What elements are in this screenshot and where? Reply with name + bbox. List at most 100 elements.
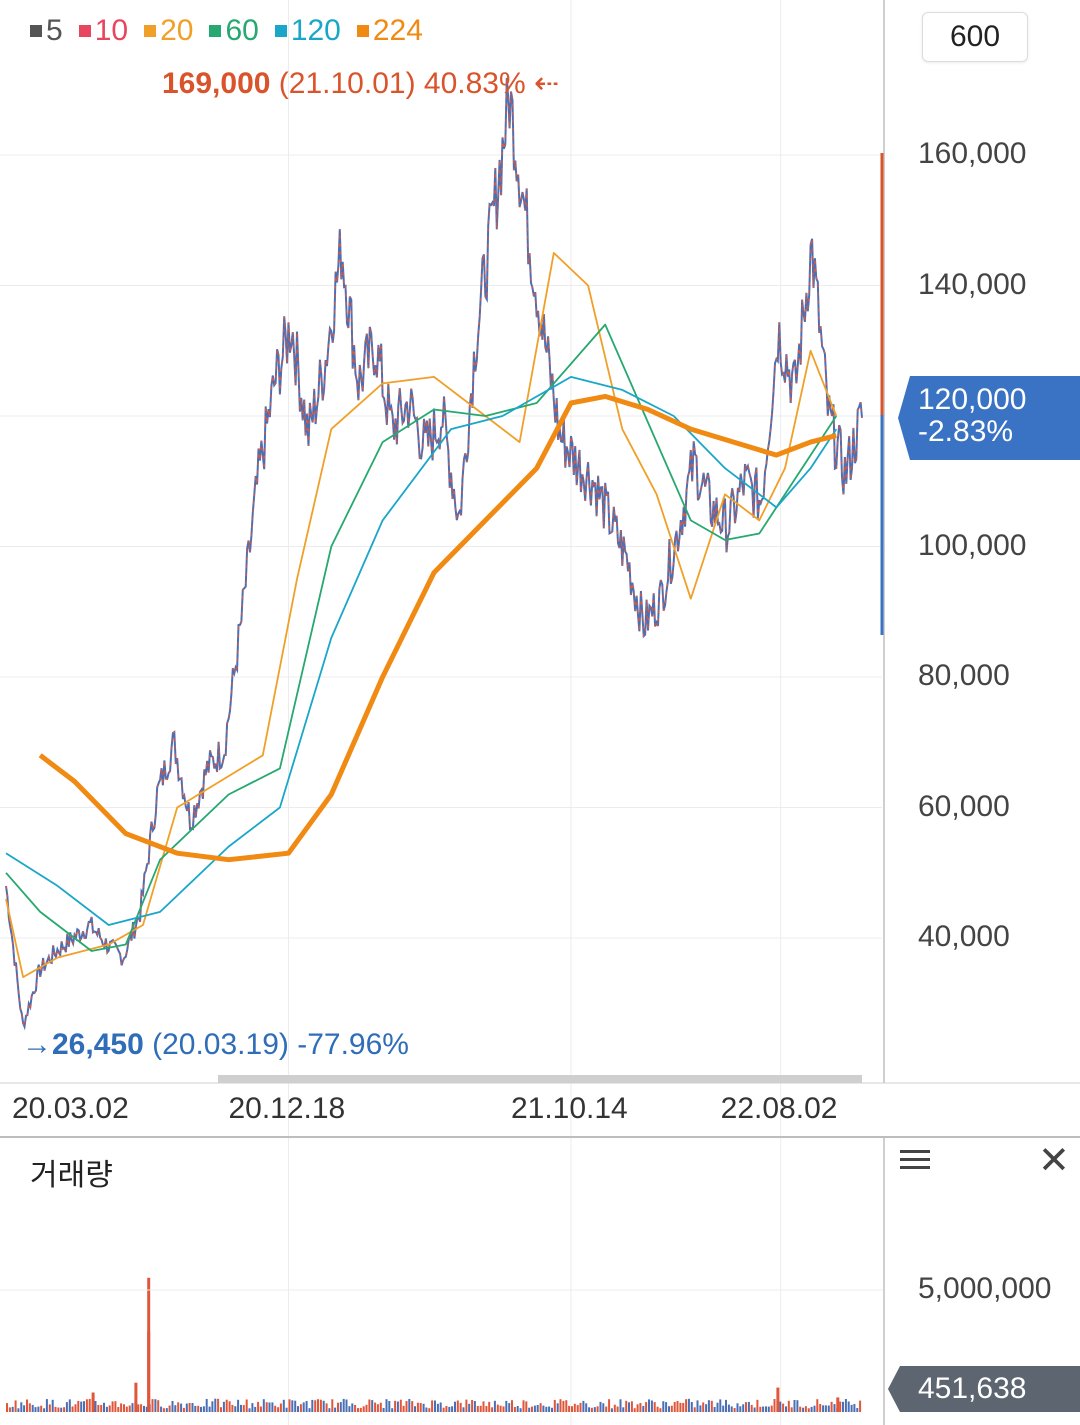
volume-bar bbox=[676, 1401, 679, 1412]
volume-bar bbox=[650, 1400, 653, 1412]
volume-bar bbox=[842, 1401, 844, 1412]
legend-label: 5 bbox=[46, 14, 63, 47]
volume-bar bbox=[485, 1406, 488, 1412]
scroll-thumb[interactable] bbox=[218, 1075, 862, 1083]
volume-spike bbox=[147, 1331, 151, 1412]
volume-bar bbox=[331, 1399, 334, 1412]
volume-bar bbox=[716, 1402, 719, 1412]
volume-bar bbox=[220, 1407, 222, 1412]
volume-bar bbox=[707, 1400, 710, 1412]
volume-spike bbox=[91, 1392, 95, 1412]
period-button[interactable]: 600 bbox=[922, 12, 1028, 62]
volume-bar bbox=[505, 1400, 508, 1412]
high-marker: 169,000 (21.10.01) 40.83% ⇠ bbox=[162, 66, 559, 101]
volume-bar bbox=[428, 1408, 431, 1412]
volume-bar bbox=[128, 1405, 131, 1412]
volume-bar bbox=[719, 1399, 722, 1412]
volume-bar bbox=[790, 1407, 793, 1412]
volume-bar bbox=[830, 1401, 833, 1412]
volume-bar bbox=[687, 1398, 690, 1412]
close-icon[interactable]: ✕ bbox=[1038, 1140, 1070, 1182]
volume-bar bbox=[602, 1403, 605, 1412]
legend-item-10: 10 bbox=[78, 14, 129, 48]
volume-bar bbox=[28, 1403, 31, 1412]
legend-label: 10 bbox=[94, 14, 129, 47]
volume-bar bbox=[408, 1399, 411, 1412]
volume-bar bbox=[579, 1402, 582, 1412]
volume-bar bbox=[362, 1406, 365, 1412]
volume-bar bbox=[736, 1403, 739, 1412]
y-tick-label: 100,000 bbox=[918, 528, 1027, 562]
volume-bar bbox=[451, 1406, 454, 1412]
volume-bar bbox=[391, 1408, 394, 1412]
volume-bar bbox=[725, 1399, 727, 1412]
volume-bar bbox=[285, 1407, 288, 1412]
volume-bar bbox=[60, 1407, 63, 1412]
volume-bar bbox=[445, 1406, 448, 1412]
volume-bar bbox=[819, 1404, 822, 1412]
volume-bar bbox=[690, 1402, 693, 1412]
volume-bar bbox=[625, 1400, 628, 1412]
volume-bar bbox=[194, 1405, 197, 1412]
volume-bar bbox=[48, 1404, 51, 1412]
volume-bar bbox=[648, 1399, 650, 1412]
volume-bar bbox=[325, 1403, 328, 1412]
volume-bar bbox=[442, 1407, 445, 1412]
volume-bar bbox=[228, 1401, 231, 1412]
volume-bar bbox=[311, 1399, 314, 1412]
volume-bar bbox=[402, 1405, 405, 1412]
y-tick-label: 160,000 bbox=[918, 137, 1027, 170]
volume-bar bbox=[745, 1402, 747, 1412]
volume-bar bbox=[114, 1401, 117, 1412]
volume-bar bbox=[799, 1406, 802, 1412]
volume-bar bbox=[23, 1405, 26, 1412]
volume-bar bbox=[168, 1405, 171, 1412]
volume-bar bbox=[297, 1406, 299, 1412]
volume-bar bbox=[628, 1402, 630, 1412]
volume-bar bbox=[590, 1407, 593, 1412]
volume-bar bbox=[662, 1401, 665, 1412]
legend-swatch bbox=[78, 25, 91, 37]
high-pct: 40.83% bbox=[423, 67, 526, 100]
volume-bar bbox=[262, 1399, 265, 1412]
volume-bar bbox=[8, 1407, 11, 1412]
x-tick-label: 21.10.14 bbox=[510, 1092, 628, 1125]
volume-bar bbox=[665, 1402, 668, 1412]
x-tick-label: 20.03.02 bbox=[12, 1092, 129, 1125]
volume-bar bbox=[827, 1405, 830, 1412]
low-value: 26,450 bbox=[52, 1028, 144, 1061]
volume-bar bbox=[833, 1404, 836, 1412]
x-tick-label: 20.12.18 bbox=[228, 1092, 346, 1125]
volume-bar bbox=[439, 1402, 442, 1412]
menu-icon[interactable] bbox=[900, 1146, 930, 1176]
volume-bar bbox=[491, 1407, 494, 1412]
volume-bar bbox=[279, 1403, 282, 1412]
volume-bar bbox=[702, 1402, 705, 1412]
volume-bar bbox=[787, 1400, 790, 1412]
volume-bar bbox=[277, 1407, 280, 1412]
volume-bar bbox=[248, 1408, 251, 1412]
volume-bar bbox=[859, 1400, 862, 1412]
volume-bar bbox=[240, 1404, 242, 1412]
legend-swatch bbox=[209, 25, 222, 37]
volume-bar bbox=[123, 1404, 125, 1412]
volume-bar bbox=[556, 1403, 559, 1412]
volume-bar bbox=[436, 1403, 439, 1412]
volume-bar bbox=[588, 1407, 591, 1412]
volume-bar bbox=[137, 1404, 140, 1412]
volume-bar bbox=[51, 1399, 54, 1412]
volume-bar bbox=[282, 1399, 285, 1412]
volume-bar bbox=[299, 1404, 302, 1412]
volume-bar bbox=[767, 1406, 770, 1412]
volume-bar bbox=[83, 1401, 85, 1412]
volume-bar bbox=[511, 1400, 513, 1412]
volume-bar bbox=[727, 1404, 730, 1412]
volume-bar bbox=[265, 1402, 268, 1412]
volume-bar bbox=[816, 1399, 819, 1412]
volume-bar bbox=[599, 1401, 602, 1412]
volume-bar bbox=[793, 1400, 796, 1412]
volume-bar bbox=[459, 1402, 462, 1412]
volume-bar bbox=[365, 1404, 368, 1412]
volume-bar bbox=[804, 1406, 807, 1412]
